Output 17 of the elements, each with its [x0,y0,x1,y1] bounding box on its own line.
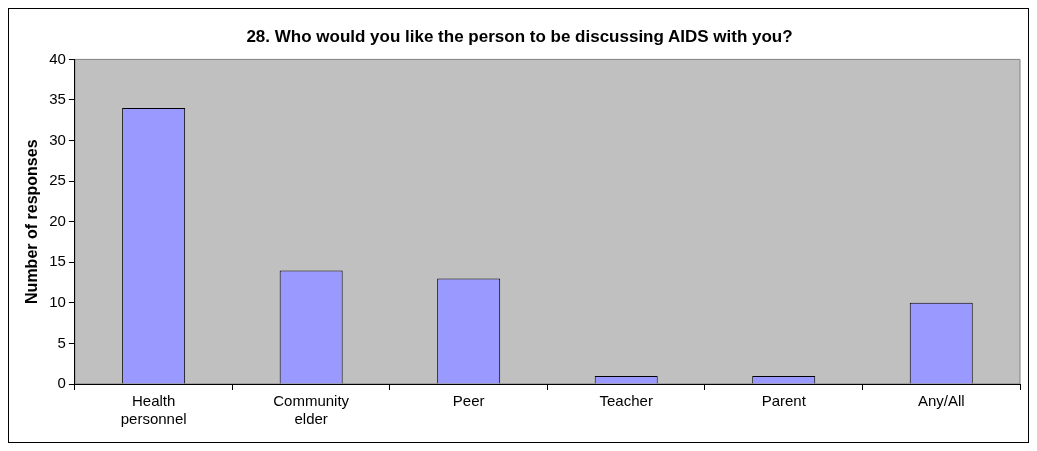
y-tick-label: 10 [49,292,66,310]
y-tick-label: 30 [49,130,66,148]
x-tick-label: Parent [761,392,807,410]
y-tick-label: 0 [57,374,66,392]
y-tick-label: 35 [49,90,66,108]
x-tick-label: Peer [452,392,485,410]
x-tick-label: Community elder [273,392,350,428]
y-tick-label: 15 [49,252,66,270]
y-tick-label: 25 [49,171,66,189]
chart-title: 28. Who would you like the person to be discussing AIDS with you? [246,26,793,46]
y-axis-title: Number of responses [23,139,41,304]
y-tick-label: 5 [57,333,66,351]
y-tick-label: 40 [49,49,66,67]
y-tick-label: 20 [49,211,66,229]
x-tick-label: Health personnel [120,392,187,428]
x-tick-label: Any/All [917,392,965,410]
x-tick-label: Teacher [599,392,653,410]
